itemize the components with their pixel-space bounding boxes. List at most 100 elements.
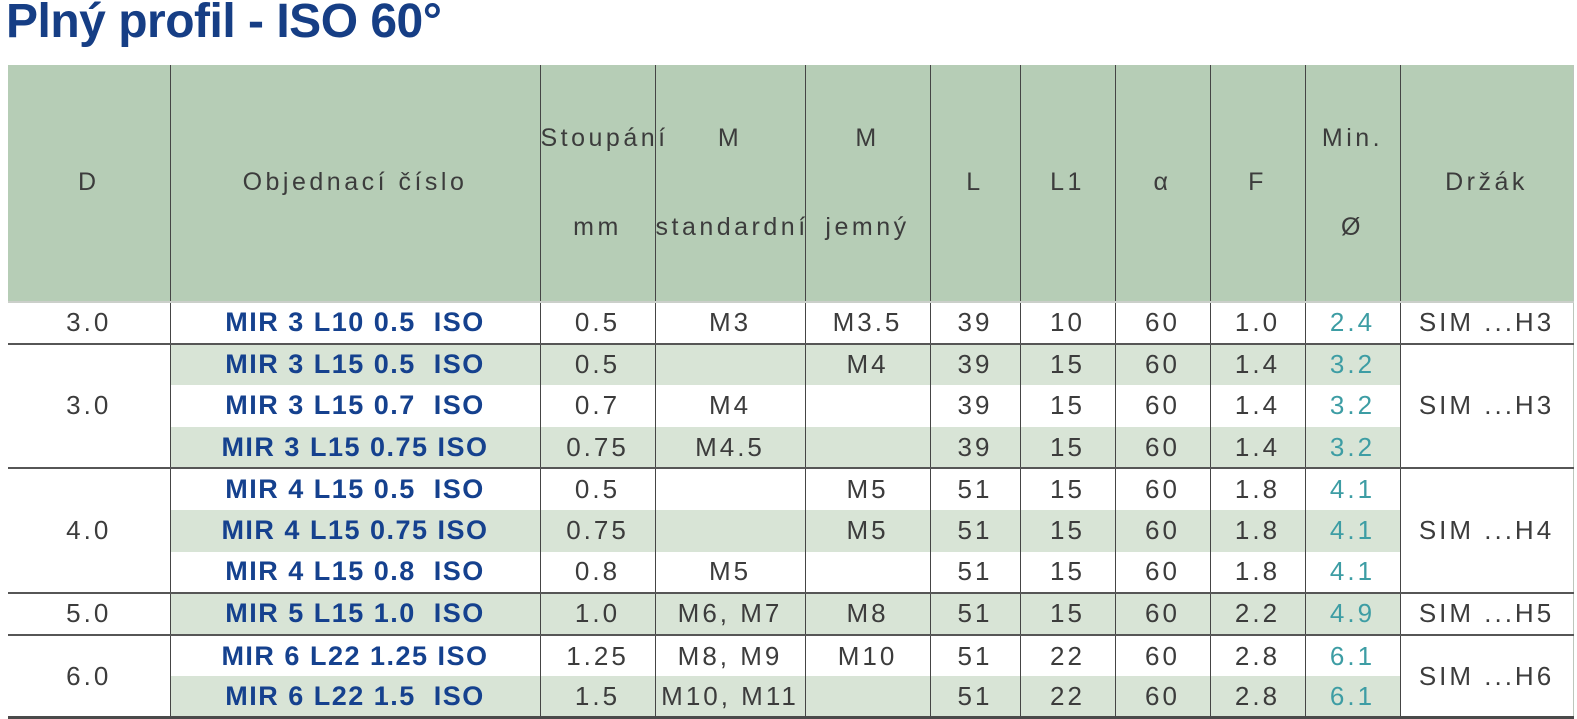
cell-alpha: 60 [1114,551,1210,594]
table-row: 4.0 MIR 4 L15 0.5 ISO 0.5 M5 51 15 60 1.… [8,467,1573,594]
cell-pitch: 0.5 [539,302,655,344]
cell-m-fine: M10 [804,633,930,677]
cell-l1: 15 [1019,551,1115,594]
cell-l1: 15 [1019,467,1115,510]
cell-holder: SIM ...H4 [1399,467,1573,594]
cell-alpha: 60 [1114,302,1210,344]
cell-l1: 22 [1019,633,1115,677]
cell-holder: SIM ...H3 [1399,302,1573,344]
cell-alpha: 60 [1114,426,1210,469]
table-row: 5.0 MIR 5 L15 1.0 ISO 1.0 M6, M7 M8 51 1… [8,592,1573,635]
cell-l: 51 [929,509,1020,552]
cell-l: 51 [929,592,1020,635]
cell-l: 51 [929,467,1020,510]
cell-l1: 22 [1019,676,1115,718]
cell-l: 39 [929,342,1020,386]
cell-order-number: MIR 5 L15 1.0 ISO [169,592,540,635]
page-title: Plný profil - ISO 60° [6,0,442,48]
cell-m-standard: M6, M7 [654,592,805,635]
col-header-min-diameter: Min. Ø [1304,65,1400,303]
cell-diameter: 4.0 [8,467,170,594]
col-header-min-line2: Ø [1341,212,1364,241]
cell-l: 51 [929,551,1020,594]
cell-min-diameter: 4.1 [1304,551,1400,594]
col-header-l: L [929,65,1020,303]
cell-pitch: 1.5 [539,676,655,718]
col-header-order-number: Objednací číslo [169,65,540,303]
cell-f: 1.8 [1209,467,1305,510]
cell-m-standard [654,342,805,386]
table-row: MIR 6 L22 1.5 ISO 1.5 M10, M11 51 22 60 … [8,676,1573,718]
cell-min-diameter: 3.2 [1304,385,1400,427]
cell-pitch: 0.75 [539,509,655,552]
cell-m-fine [804,385,930,427]
cell-m-fine: M4 [804,342,930,386]
cell-l1: 10 [1019,302,1115,344]
header-row: D Objednací číslo Stoupání mm M standard… [8,65,1573,303]
cell-pitch: 1.25 [539,633,655,677]
cell-m-standard: M3 [654,302,805,344]
table-row: MIR 4 L15 0.75 ISO 0.75 M5 51 15 60 1.8 … [8,509,1573,552]
cell-f: 2.2 [1209,592,1305,635]
col-header-f: F [1209,65,1305,303]
cell-alpha: 60 [1114,342,1210,386]
cell-m-fine [804,676,930,718]
cell-m-standard: M8, M9 [654,633,805,677]
cell-min-diameter: 6.1 [1304,633,1400,677]
cell-holder: SIM ...H6 [1399,633,1573,718]
cell-diameter: 3.0 [66,307,112,338]
col-header-d: D [8,65,170,303]
cell-l1: 15 [1019,426,1115,469]
cell-alpha: 60 [1114,592,1210,635]
cell-min-diameter: 4.1 [1304,467,1400,510]
col-header-pitch-line2: mm [573,212,622,241]
col-header-m-fine: M jemný [804,65,930,303]
cell-f: 1.0 [1209,302,1305,344]
table-row: MIR 3 L15 0.7 ISO 0.7 M4 39 15 60 1.4 3.… [8,385,1573,427]
cell-alpha: 60 [1114,633,1210,677]
cell-diameter: 3.0 [8,342,170,469]
col-header-alpha: α [1114,65,1210,303]
cell-f: 1.4 [1209,426,1305,469]
cell-alpha: 60 [1114,509,1210,552]
cell-f: 2.8 [1209,676,1305,718]
col-header-pitch: Stoupání mm [539,65,665,303]
cell-l: 39 [929,426,1020,469]
cell-min-diameter: 2.4 [1304,302,1400,344]
cell-holder: SIM ...H5 [1399,592,1573,635]
cell-l1: 15 [1019,385,1115,427]
cell-alpha: 60 [1114,467,1210,510]
cell-pitch: 1.0 [539,592,655,635]
cell-order-number: MIR 4 L15 0.8 ISO [169,551,540,594]
cell-diameter: 6.0 [8,633,170,718]
cell-m-fine: M3.5 [804,302,930,344]
cell-l1: 15 [1019,509,1115,552]
table-row: MIR 4 L15 0.8 ISO 0.8 M5 51 15 60 1.8 4.… [8,551,1573,594]
cell-pitch: 0.5 [539,342,655,386]
cell-m-standard: M10, M11 [654,676,805,718]
cell-min-diameter: 4.1 [1304,509,1400,552]
cell-order-number: MIR 3 L15 0.5 ISO [169,342,540,386]
col-header-m-fine-line1: M [855,124,880,152]
cell-l: 39 [929,385,1020,427]
cell-order-number: MIR 6 L22 1.25 ISO [169,633,540,677]
cell-alpha: 60 [1114,676,1210,718]
table-row: 6.0 MIR 6 L22 1.25 ISO 1.25 M8, M9 M10 5… [8,633,1573,718]
cell-l1: 15 [1019,592,1115,635]
cell-f: 1.4 [1209,342,1305,386]
cell-min-diameter: 6.1 [1304,676,1400,718]
cell-pitch: 0.5 [539,467,655,510]
cell-m-fine [804,426,930,469]
cell-order-number: MIR 3 L15 0.7 ISO [169,385,540,427]
cell-order-number: MIR 3 L10 0.5 ISO [169,302,540,344]
col-header-m-standard-line1: M [717,124,743,152]
col-header-min-line1: Min. [1321,124,1384,152]
cell-l: 51 [929,676,1020,718]
cell-f: 2.8 [1209,633,1305,677]
cell-order-number: MIR 4 L15 0.75 ISO [169,509,540,552]
thread-mill-catalog-table: D Objednací číslo Stoupání mm M standard… [8,65,1574,719]
cell-m-fine [804,551,930,594]
cell-m-standard: M4.5 [654,426,805,469]
table-row: MIR 3 L15 0.75 ISO 0.75 M4.5 39 15 60 1.… [8,426,1573,469]
cell-pitch: 0.75 [539,426,655,469]
